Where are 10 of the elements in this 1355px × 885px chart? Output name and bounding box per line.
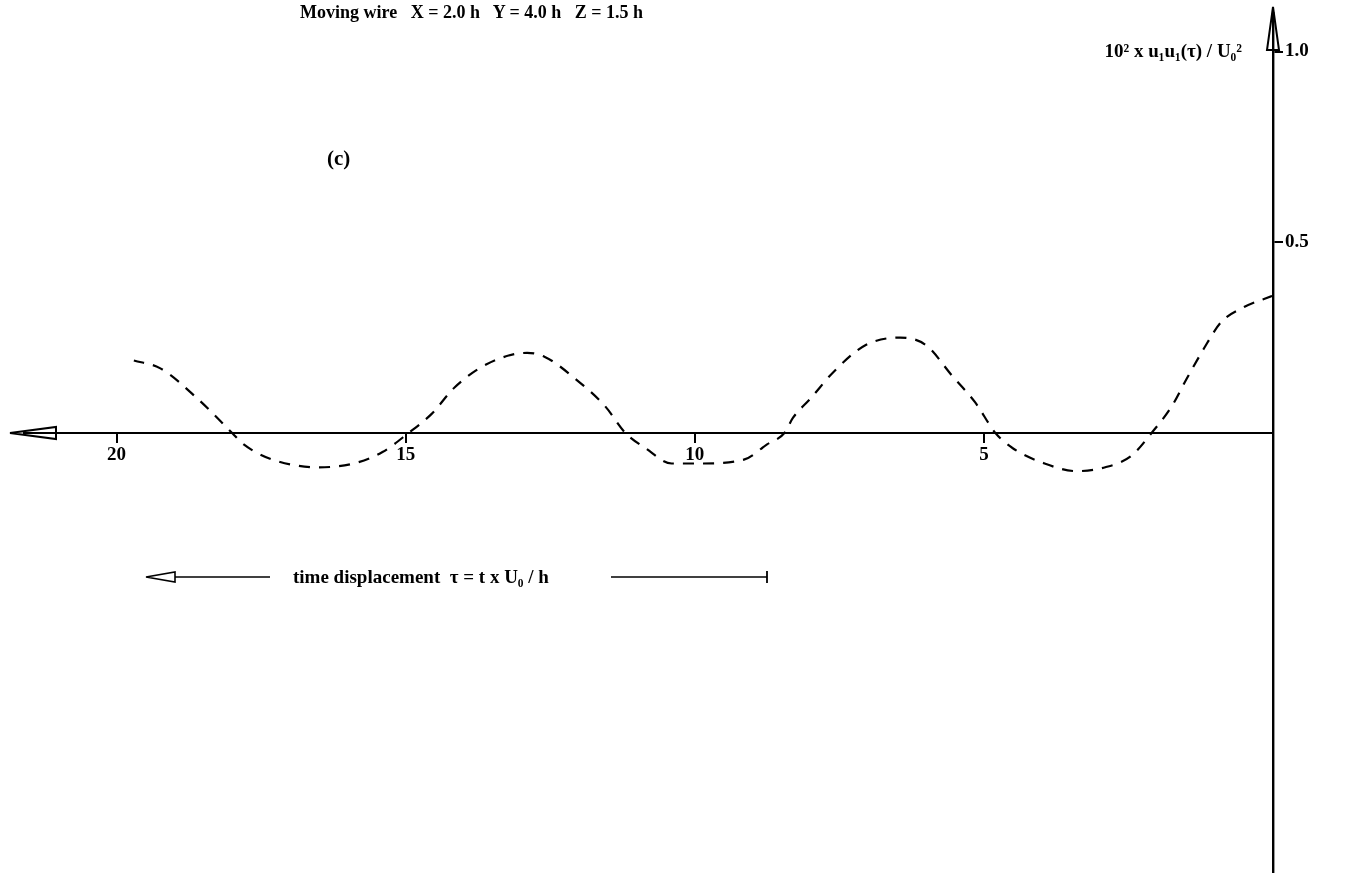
x-tick-label: 15 [396, 443, 416, 465]
chart-title: Moving wire X = 2.0 h Y = 4.0 h Z = 1.5 h [300, 2, 644, 23]
y-tick-label: 1.0 [1285, 39, 1309, 61]
y-axis-title: 10² x u₁u₁(τ) / U₀² [1104, 40, 1242, 62]
y-tick-label: 0.5 [1285, 230, 1309, 252]
x-tick-label: 5 [979, 443, 989, 465]
x-tick-label: 20 [107, 443, 127, 465]
x-tick-label: 10 [685, 443, 705, 465]
x-axis-title: time displacement τ = t x U₀ / h [293, 566, 549, 588]
annotation: (c) [327, 146, 351, 171]
